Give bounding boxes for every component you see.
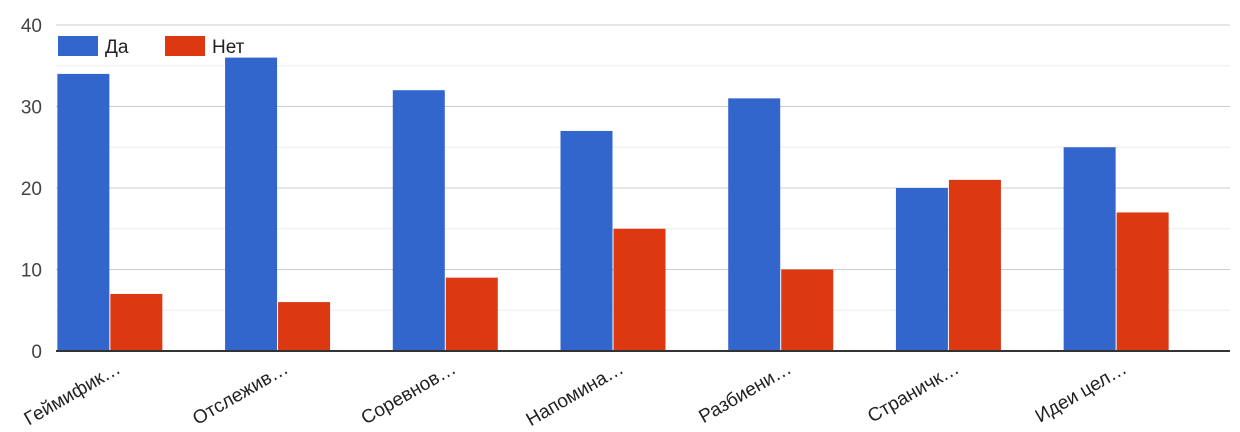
bar-yes [225, 57, 278, 351]
x-tick-label: Отслежив… [189, 358, 292, 429]
bar-no [948, 179, 1001, 351]
legend-label: Нет [212, 37, 245, 58]
y-tick-label: 20 [21, 179, 42, 200]
y-tick-label: 30 [21, 98, 42, 119]
bar-no [781, 269, 834, 351]
bar-yes [57, 73, 110, 352]
bar-yes [560, 130, 613, 351]
legend-label: Да [105, 37, 129, 58]
bar-no [1116, 212, 1169, 351]
x-tick-label: Соревнов… [358, 358, 460, 429]
bar-yes [392, 90, 445, 351]
bar-yes [895, 188, 948, 351]
bar-no [278, 302, 331, 351]
bar-no [613, 228, 666, 351]
legend-swatch [165, 36, 205, 56]
x-tick-label: Напомина… [523, 358, 628, 431]
bar-no [445, 277, 498, 351]
bar-yes [1063, 147, 1116, 351]
x-tick-label: Геймифик… [21, 358, 125, 430]
legend-swatch [58, 36, 98, 56]
axes: 0 10 20 30 40 Геймифик… Отслежив… Соревнов… Напо… [21, 16, 1230, 431]
bars [57, 57, 1169, 352]
x-tick-label: Разбиени… [695, 358, 795, 428]
y-tick-label: 0 [31, 342, 42, 363]
bar-yes [728, 98, 781, 351]
x-tick-label: Страничк… [864, 358, 963, 427]
y-tick-label: 40 [21, 16, 42, 37]
y-tick-label: 10 [21, 261, 42, 282]
bar-no [110, 293, 163, 351]
x-tick-label: Идеи цел… [1032, 358, 1131, 427]
legend: Да Нет [58, 36, 245, 58]
